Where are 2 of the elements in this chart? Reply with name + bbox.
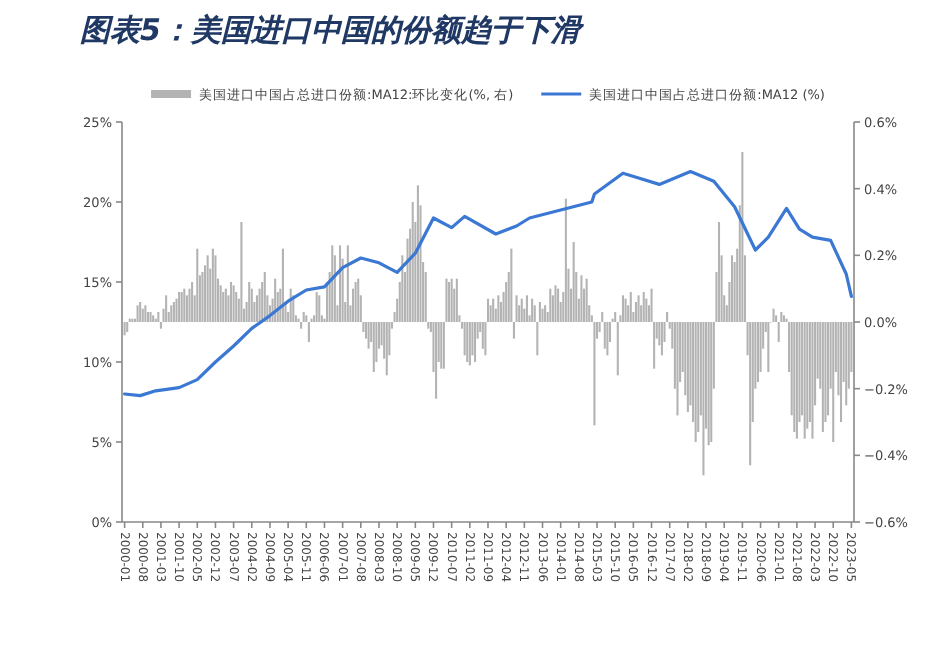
chart-title: 图表5：美国进口中国的份额趋于下滑 [80, 12, 585, 48]
line-series [123, 170, 853, 398]
